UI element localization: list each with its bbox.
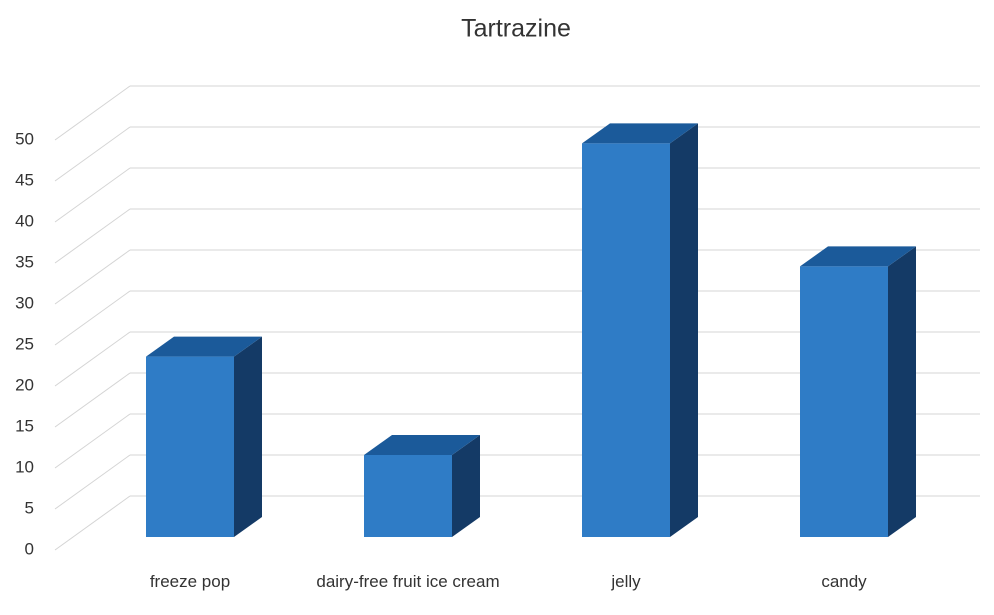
y-tick-label: 0 [25, 539, 34, 558]
chart-title: Tartrazine [461, 15, 571, 43]
grid-line [54, 290, 131, 346]
bar-top [146, 336, 262, 357]
grid-line [54, 495, 131, 551]
grid-line [54, 249, 131, 305]
bar [582, 143, 670, 537]
y-tick-label: 15 [15, 416, 34, 435]
bar-side [234, 336, 262, 537]
bar-side [452, 435, 480, 537]
bar-top [364, 435, 480, 455]
x-tick-label: dairy-free fruit ice cream [316, 572, 500, 591]
y-tick-label: 30 [15, 293, 34, 312]
y-tick-label: 35 [15, 252, 34, 271]
grid-line [54, 208, 131, 264]
y-tick-label: 50 [15, 129, 34, 148]
bar-side [670, 123, 698, 538]
bar-top [582, 123, 698, 144]
x-tick-label: jelly [611, 572, 641, 591]
grid-line [54, 126, 131, 182]
y-tick-label: 40 [15, 211, 34, 230]
bar [800, 266, 888, 537]
grid-line [54, 372, 131, 428]
x-tick-label: candy [821, 572, 867, 591]
bar-top [800, 246, 916, 267]
y-tick-label: 45 [15, 170, 34, 189]
y-tick-label: 10 [15, 457, 34, 476]
y-tick-label: 20 [15, 375, 34, 394]
grid-line [54, 331, 131, 387]
bar [146, 356, 234, 537]
grid-line [54, 167, 131, 223]
y-tick-label: 5 [25, 498, 34, 517]
grid-line [54, 85, 131, 141]
grid-line [54, 413, 131, 469]
grid-line [54, 454, 131, 510]
bar-side [888, 246, 916, 537]
bar [364, 455, 452, 537]
x-tick-label: freeze pop [149, 572, 231, 591]
y-tick-label: 25 [15, 334, 34, 353]
